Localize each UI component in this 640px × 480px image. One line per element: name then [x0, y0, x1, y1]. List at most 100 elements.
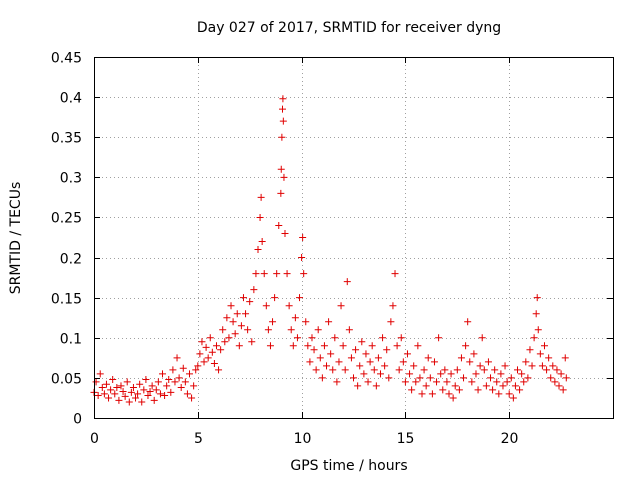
data-point [291, 314, 299, 322]
data-point [148, 382, 156, 390]
y-tick-label: 0.2 [60, 252, 82, 268]
data-point [280, 173, 288, 181]
data-point [96, 370, 104, 378]
data-point [115, 396, 123, 404]
data-point [225, 334, 233, 342]
plot-frame [94, 57, 614, 419]
y-axis-label: SRMTID / TECUs [8, 182, 24, 295]
data-point [299, 234, 307, 241]
data-point [242, 310, 250, 318]
data-point [401, 378, 409, 386]
data-point [171, 378, 179, 386]
data-point [283, 270, 291, 278]
data-point [190, 382, 198, 390]
data-point [161, 392, 169, 400]
data-point [150, 396, 158, 404]
data-point [406, 370, 414, 378]
data-point [142, 375, 150, 383]
data-point [279, 105, 287, 113]
data-point [437, 370, 445, 378]
data-point [376, 370, 384, 378]
data-point [310, 346, 318, 354]
data-point [140, 386, 148, 394]
data-point [127, 388, 135, 396]
data-point [183, 390, 191, 398]
y-tick-label: 0.45 [51, 51, 82, 67]
data-point [362, 350, 370, 358]
data-point [468, 378, 476, 386]
data-point [561, 354, 569, 362]
data-point [252, 270, 260, 278]
data-point [520, 378, 528, 386]
data-point [439, 386, 447, 394]
data-point [533, 294, 541, 302]
data-point [499, 382, 507, 390]
data-point [451, 382, 459, 390]
data-point [430, 358, 438, 366]
data-point [239, 294, 247, 302]
data-point [165, 375, 173, 383]
data-point [410, 362, 418, 370]
data-point [196, 350, 204, 358]
data-point [250, 286, 258, 294]
data-point [111, 390, 119, 398]
data-point [192, 366, 200, 374]
data-point [453, 366, 461, 374]
data-point [94, 392, 102, 400]
data-point [256, 213, 264, 221]
data-point [374, 354, 382, 362]
data-point [109, 375, 117, 383]
data-point [177, 384, 185, 392]
data-point [254, 246, 262, 254]
data-point [385, 374, 393, 382]
data-point [215, 366, 223, 374]
data-point [420, 366, 428, 374]
data-point [221, 338, 229, 346]
data-point [246, 298, 254, 306]
data-point [281, 229, 289, 237]
axis-ticks [94, 57, 613, 419]
data-point [219, 326, 227, 334]
chart-title: Day 027 of 2017, SRMTID for receiver dyn… [197, 20, 501, 36]
data-point [208, 348, 216, 356]
data-point [350, 374, 357, 382]
y-tick-label: 0.3 [60, 171, 82, 187]
data-point [308, 334, 316, 342]
data-point [102, 380, 110, 388]
data-point [181, 378, 189, 386]
data-point [557, 370, 565, 378]
data-point [343, 278, 351, 286]
data-point [372, 382, 380, 390]
data-point [223, 314, 231, 322]
data-point [258, 238, 266, 246]
data-point [314, 326, 322, 334]
data-point [146, 388, 154, 396]
data-point [482, 382, 490, 390]
data-point [121, 392, 129, 400]
y-tick-label: 0.15 [51, 292, 82, 308]
data-point [387, 318, 395, 326]
data-point [470, 350, 478, 358]
data-point [279, 117, 287, 125]
data-point [277, 189, 285, 197]
data-point [543, 366, 551, 374]
data-point [443, 378, 451, 386]
data-point [447, 370, 455, 378]
data-point [293, 334, 301, 342]
data-point [325, 318, 333, 326]
data-point [480, 366, 488, 374]
data-point [379, 334, 387, 342]
data-point [156, 390, 164, 398]
data-point [217, 346, 225, 354]
data-point [532, 310, 540, 318]
data-point [123, 378, 131, 386]
data-point [335, 358, 343, 366]
data-point [418, 390, 426, 398]
data-point [144, 392, 152, 400]
data-point [278, 133, 286, 141]
x-tick-labels: 0 5 10 15 20 [90, 431, 518, 447]
data-point [188, 394, 196, 402]
data-point [518, 370, 526, 378]
data-point [279, 95, 287, 103]
